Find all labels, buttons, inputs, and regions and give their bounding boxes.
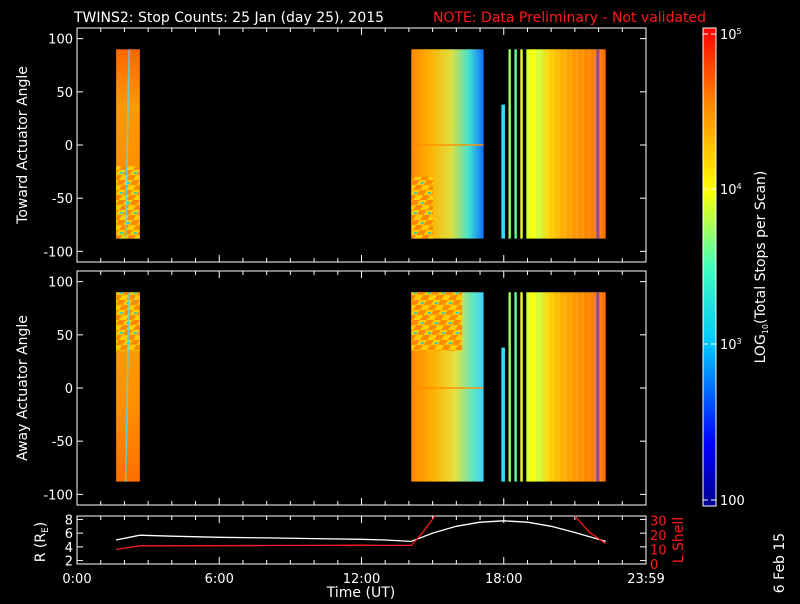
y-tick-label: 8 bbox=[65, 513, 73, 528]
y-tick-label: -50 bbox=[52, 192, 73, 207]
colorbar-ticks: 105 104 103 100 bbox=[703, 27, 745, 509]
colorbar: 105 104 103 100 LOG10(Total Stops per Scan) bbox=[702, 27, 770, 509]
y-tick-label: 0 bbox=[65, 382, 73, 397]
x-tick-label: 23:59 bbox=[627, 572, 664, 587]
panel-axes: 100 50 0 -50 -100 bbox=[43, 271, 647, 505]
y-axis-label: Toward Actuator Angle bbox=[15, 66, 31, 225]
orbit-lines bbox=[115, 515, 607, 551]
data-block-narrow bbox=[501, 104, 505, 239]
right-y-tick-label: 0 bbox=[650, 558, 658, 573]
data-block-left-streak bbox=[124, 292, 130, 482]
r-axis-label: R (RE) bbox=[33, 522, 51, 563]
data-block-narrow bbox=[520, 49, 523, 239]
series-line bbox=[115, 520, 606, 543]
right-y-tick-label: 10 bbox=[650, 543, 667, 558]
y-axis-label: Away Actuator Angle bbox=[15, 315, 31, 461]
y-tick-label: 0 bbox=[65, 139, 73, 154]
data-block-left-pattern bbox=[116, 166, 140, 239]
x-tick-label: 0:00 bbox=[62, 572, 91, 587]
y-tick-label: 100 bbox=[48, 33, 73, 48]
colorbar-tick-label: 100 bbox=[720, 494, 745, 509]
y-tick-label: 50 bbox=[56, 86, 73, 101]
x-tick-label: 6:00 bbox=[205, 572, 234, 587]
colorbar-tick-label: 103 bbox=[720, 337, 742, 353]
data-block-wide-pattern bbox=[411, 292, 462, 351]
away-angle-panel: 100 50 0 -50 -100 Away Actuator Angle bbox=[15, 270, 647, 506]
data-block-right-stripes bbox=[526, 49, 606, 239]
preliminary-note: NOTE: Data Preliminary - Not validated bbox=[433, 10, 706, 26]
y-tick-label: -50 bbox=[52, 435, 73, 450]
data-block-wide-pattern bbox=[411, 176, 433, 239]
data-block-narrow bbox=[514, 49, 517, 239]
x-axis-label: Time (UT) bbox=[326, 585, 395, 600]
x-tick-label: 12:00 bbox=[343, 572, 380, 587]
y-tick-label: 100 bbox=[48, 276, 73, 291]
spectrogram-blocks bbox=[116, 292, 606, 482]
data-block-left-streak bbox=[124, 49, 130, 239]
data-block-narrow bbox=[514, 292, 517, 482]
y-tick-label: -100 bbox=[43, 488, 73, 503]
data-block-narrow bbox=[508, 49, 511, 239]
panel-frame bbox=[76, 515, 647, 565]
l-shell-axis-label: L Shell bbox=[671, 517, 687, 563]
data-block-right-streak bbox=[596, 292, 600, 482]
series-line bbox=[115, 515, 436, 551]
date-stamp: 6 Feb 15 bbox=[772, 533, 788, 593]
data-block-narrow bbox=[501, 347, 505, 482]
chart-title: TWINS2: Stop Counts: 25 Jan (day 25), 20… bbox=[73, 10, 384, 26]
panel-axes: 100 50 0 -50 -100 bbox=[43, 28, 647, 262]
y-tick-label: 50 bbox=[56, 329, 73, 344]
colorbar-label: LOG10(Total Stops per Scan) bbox=[753, 171, 770, 364]
spectrogram-blocks bbox=[116, 49, 606, 239]
right-y-tick-label: 30 bbox=[650, 514, 667, 529]
data-block-narrow bbox=[508, 292, 511, 482]
series-line bbox=[574, 515, 607, 545]
x-tick-label: 18:00 bbox=[485, 572, 522, 587]
data-block-right-stripes bbox=[526, 292, 606, 482]
y-tick-label: 4 bbox=[65, 541, 73, 556]
y-tick-label: 6 bbox=[65, 527, 73, 542]
data-block-right-streak bbox=[596, 49, 600, 239]
data-block-narrow bbox=[520, 292, 523, 482]
colorbar-fill bbox=[702, 27, 717, 507]
right-y-tick-label: 20 bbox=[650, 529, 667, 544]
y-tick-label: 2 bbox=[65, 555, 73, 570]
y-tick-label: -100 bbox=[43, 245, 73, 260]
colorbar-tick-label: 104 bbox=[720, 182, 742, 198]
colorbar-tick-label: 105 bbox=[720, 27, 742, 43]
toward-angle-panel: 100 50 0 -50 -100 Toward Actuator Angle bbox=[15, 27, 647, 263]
